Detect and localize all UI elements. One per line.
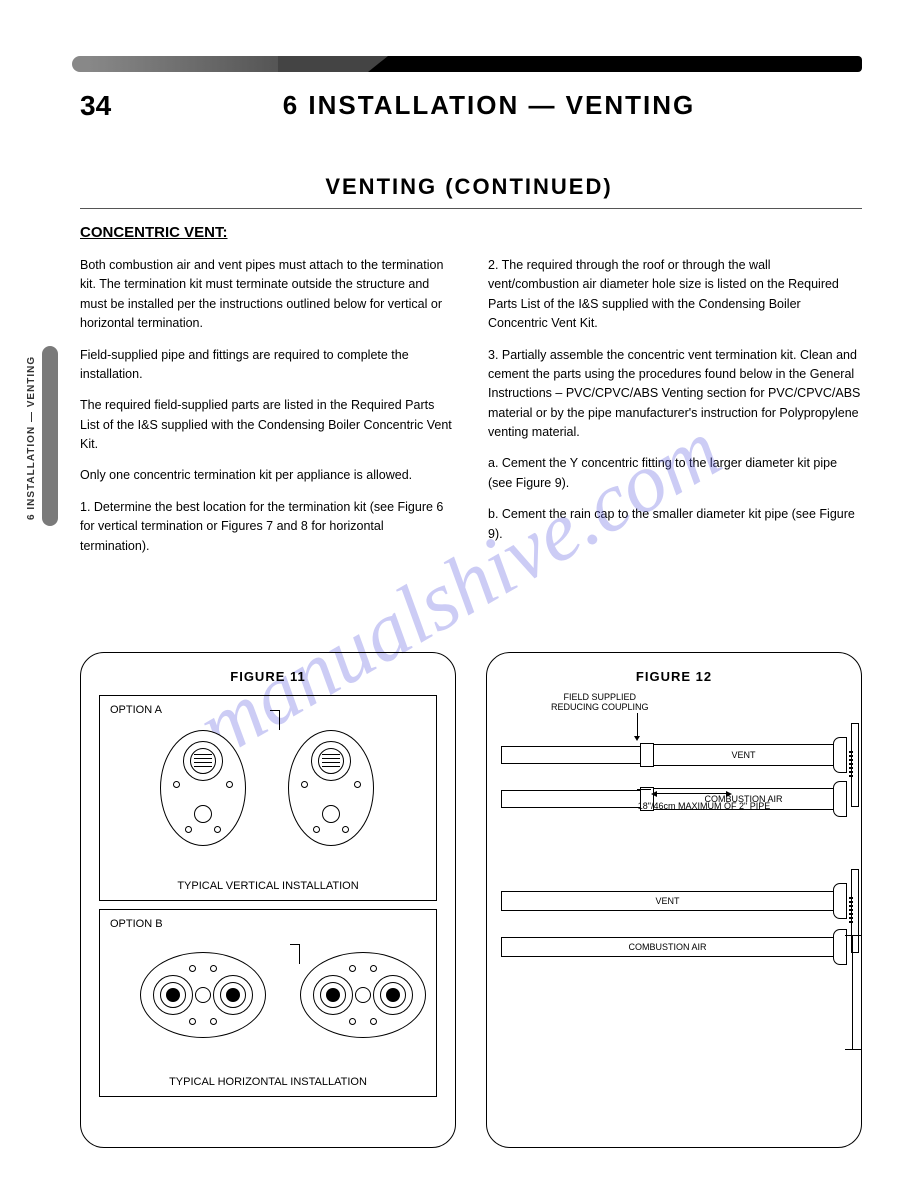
para: 2. The required through the roof or thro… [488,256,862,334]
screw-icon [173,781,180,788]
pipe-set-full: VENT COMBUSTION AIR [501,883,847,975]
screw-icon [370,1018,377,1025]
para: Both combustion air and vent pipes must … [80,256,454,334]
header-bar-gradient-mid [278,56,368,72]
screw-icon [354,781,361,788]
port-large [311,741,351,781]
reducing-coupling [640,743,654,767]
port-large [183,741,223,781]
port-solid [373,975,413,1015]
wall-dimension-line [852,935,853,1049]
horizontal-rule [80,208,862,209]
pipe-segment-thin [501,746,641,764]
section-continued: VENTING (CONTINUED) [80,174,858,200]
page-title: 6 INSTALLATION — VENTING [120,90,858,121]
figure-11-panel-b: OPTION B [99,909,437,1097]
header-bar [72,56,862,72]
pipe-set-reduced: VENT COMBUSTION AIR [501,737,847,825]
pipe-segment-wide: VENT [653,744,834,766]
leader-arrow [637,713,638,739]
screw-icon [214,826,221,833]
terminal-pair-horizontal [140,952,426,1038]
screw-icon [370,965,377,972]
oval-plate [140,952,266,1038]
max-pipe-label: 18"/46cm MAXIMUM OF 2" PIPE [561,801,847,811]
figure-11: FIGURE 11 OPTION A [80,652,456,1148]
para: 3. Partially assemble the concentric ven… [488,346,862,443]
figures-row: FIGURE 11 OPTION A [80,652,862,1148]
field-supplied-callout: FIELD SUPPLIED REDUCING COUPLING [551,693,649,713]
para: a. Cement the Y concentric fitting to th… [488,454,862,493]
header-bar-cap [72,56,88,72]
pipe-row-combustion: COMBUSTION AIR [501,781,847,817]
screw-icon [342,826,349,833]
terminal-pair-vertical [160,730,374,846]
port-small [194,805,212,823]
pipe-segment: COMBUSTION AIR [501,937,834,957]
screw-icon [185,826,192,833]
screw-icon [210,1018,217,1025]
leader-line [637,789,651,790]
oval-plate [300,952,426,1038]
screw-icon [189,965,196,972]
port-solid [213,975,253,1015]
callout-line-2: REDUCING COUPLING [551,703,649,713]
port-solid [153,975,193,1015]
port-small [322,805,340,823]
screw-icon [210,965,217,972]
screw-icon [349,1018,356,1025]
screw-icon [349,965,356,972]
dimension-arrow [656,793,727,794]
figure-12-body: FIELD SUPPLIED REDUCING COUPLING VENT CO… [501,693,847,1133]
screw-icon [313,826,320,833]
screw-icon [226,781,233,788]
wall-termination-cap [833,883,847,919]
figure-12: FIGURE 12 FIELD SUPPLIED REDUCING COUPLI… [486,652,862,1148]
option-b-label: OPTION B [110,918,426,930]
screw-icon [301,781,308,788]
side-tab-text: 6 INSTALLATION — VENTING [26,356,37,520]
page-number: 34 [80,90,111,122]
column-left: Both combustion air and vent pipes must … [80,256,454,568]
oval-plate [288,730,374,846]
header-bar-black [368,56,862,72]
wall-termination-cap [833,781,847,817]
pipe-segment: VENT [501,891,834,911]
side-tab-bar [42,346,58,526]
pipe-row-vent: VENT [501,737,847,773]
para: The required field-supplied parts are li… [80,396,454,454]
panel-a-caption: TYPICAL VERTICAL INSTALLATION [100,880,436,892]
subhead-concentric-vent: CONCENTRIC VENT: [80,224,228,241]
port-solid [313,975,353,1015]
pipe-row-vent: VENT [501,883,847,919]
para: Field-supplied pipe and fittings are req… [80,346,454,385]
header-bar-gradient-light [88,56,278,72]
para: 1. Determine the best location for the t… [80,498,454,556]
figure-12-number: FIGURE 12 [487,669,861,684]
wall-dimension-tick [845,935,861,936]
figure-11-number: FIGURE 11 [81,669,455,684]
para: b. Cement the rain cap to the smaller di… [488,505,862,544]
column-right: 2. The required through the roof or thro… [488,256,862,568]
wall-flange [851,723,859,807]
panel-b-caption: TYPICAL HORIZONTAL INSTALLATION [100,1076,436,1088]
figure-11-panel-a: OPTION A [99,695,437,901]
wall-termination-cap [833,737,847,773]
option-a-label: OPTION A [110,704,426,716]
body-columns: Both combustion air and vent pipes must … [80,256,862,568]
pipe-row-combustion: COMBUSTION AIR [501,929,847,965]
port-small [355,987,371,1003]
para: Only one concentric termination kit per … [80,466,454,485]
port-small [195,987,211,1003]
screw-icon [189,1018,196,1025]
oval-plate [160,730,246,846]
leader-line [270,710,280,730]
wall-dimension-tick [845,1049,861,1050]
